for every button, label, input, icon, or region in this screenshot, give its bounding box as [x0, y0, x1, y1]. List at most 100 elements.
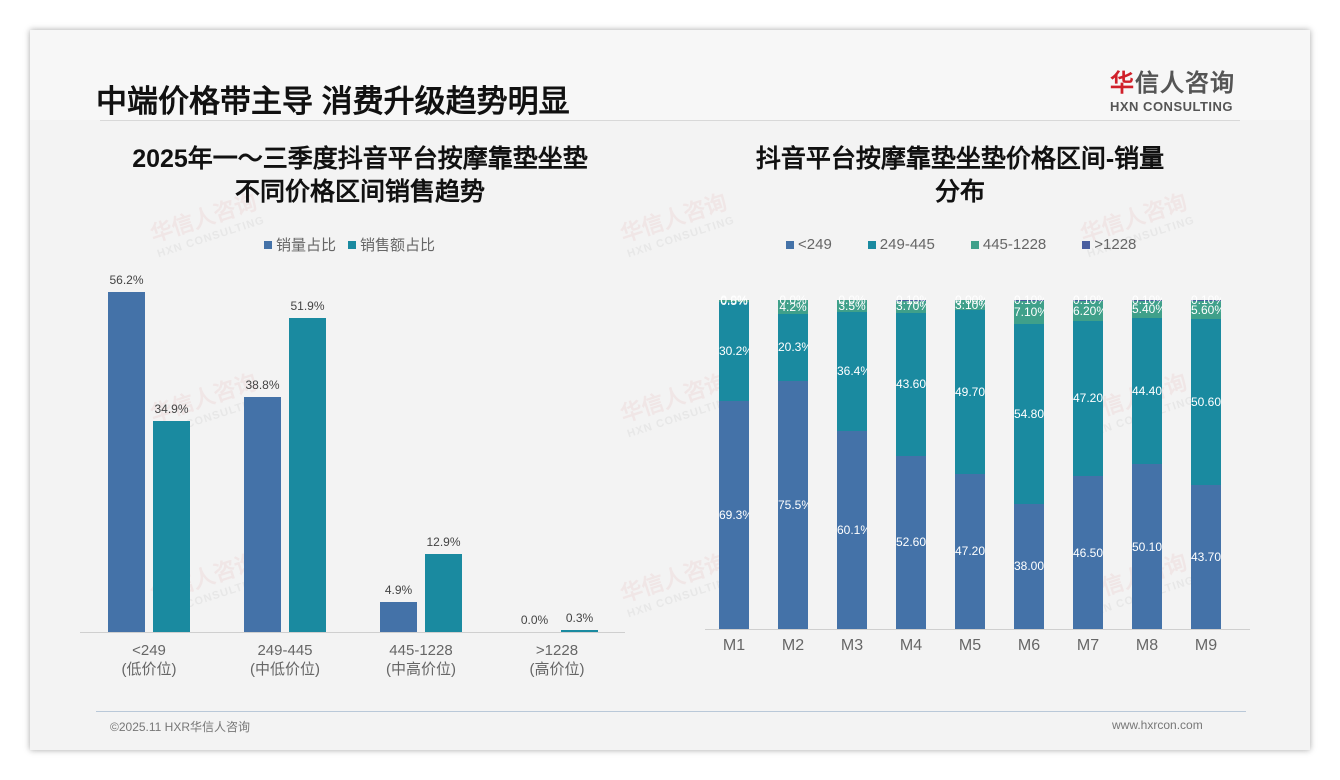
- bar-segment[interactable]: [1073, 476, 1103, 629]
- logo: 华信人咨询 HXN CONSULTING: [1110, 63, 1250, 114]
- x-axis-category: <249 (低价位): [79, 641, 219, 679]
- logo-cn-red: 华: [1110, 70, 1135, 97]
- bar[interactable]: [108, 291, 145, 632]
- segment-label: 75.5%: [778, 497, 808, 512]
- legend-label: <249: [798, 236, 832, 253]
- right-plot-area: 69.3%30.2%0.5%0.0%M175.5%20.3%4.2%0.0%M2…: [705, 293, 1250, 660]
- bar[interactable]: [561, 630, 598, 632]
- x-axis-month: M8: [1135, 637, 1159, 654]
- segment-label: 0.10%: [1132, 293, 1162, 308]
- stacked-bar[interactable]: 60.1% 36.4% 3.5%0.0%: [837, 293, 867, 629]
- legend-item-249-445[interactable]: 249-445: [867, 236, 935, 253]
- bar-segment[interactable]: [955, 300, 985, 311]
- legend-swatch: [264, 240, 272, 249]
- bar-segment[interactable]: [837, 311, 867, 432]
- data-label: 34.9%: [154, 401, 189, 416]
- header: [30, 30, 1310, 120]
- legend-label: 销量占比: [276, 237, 337, 254]
- segment-label: 44.40%: [1132, 384, 1162, 399]
- logo-cn-rest: 信人咨询: [1135, 70, 1235, 97]
- segment-label: 54.80%: [1014, 406, 1044, 421]
- bar-segment[interactable]: [896, 300, 926, 313]
- bar-segment[interactable]: [1073, 320, 1103, 476]
- segment-label: 60.1%: [837, 523, 867, 538]
- bar-segment[interactable]: [1014, 503, 1044, 629]
- segment-label: 38.00%: [1014, 559, 1044, 574]
- segment-label: 6.20%: [1073, 303, 1103, 318]
- bar-segment[interactable]: [1132, 318, 1162, 465]
- category-range: >1228: [535, 642, 579, 659]
- bar-segment[interactable]: [955, 310, 985, 474]
- data-label: 51.9%: [290, 299, 325, 313]
- bar-segment[interactable]: [778, 313, 808, 381]
- x-axis-month: M6: [1017, 637, 1041, 654]
- bar[interactable]: [244, 397, 281, 632]
- segment-label: 0.10%: [1191, 293, 1221, 308]
- bar-segment[interactable]: [778, 300, 808, 314]
- legend-swatch: [867, 240, 876, 249]
- legend-label: 销售额占比: [360, 237, 436, 254]
- legend-item-gt1228[interactable]: >1228: [1082, 236, 1136, 253]
- bar-segment[interactable]: [955, 473, 985, 629]
- bar-segment[interactable]: [1191, 485, 1221, 629]
- bar-segment[interactable]: [1191, 318, 1221, 486]
- left-chart-title-line2: 不同价格区间销售趋势: [234, 178, 485, 206]
- segment-label: 50.10%: [1132, 539, 1162, 554]
- stacked-bar[interactable]: 46.50% 47.20% 6.20%0.10%: [1073, 293, 1103, 629]
- legend-swatch: [348, 240, 357, 249]
- segment-label: 5.60%: [1191, 302, 1221, 317]
- legend-item-lt249[interactable]: <249: [786, 236, 832, 253]
- bar-segment[interactable]: [1191, 300, 1221, 319]
- bar[interactable]: [153, 420, 190, 632]
- legend-item-445-1228[interactable]: 445-1228: [970, 236, 1046, 253]
- stacked-bar[interactable]: 47.20% 49.70% 3.10%0.00%: [955, 293, 985, 629]
- stacked-bar[interactable]: 69.3% 30.2% 0.5%0.0%: [719, 293, 749, 629]
- bar-segment[interactable]: [1132, 300, 1162, 319]
- category-tier: (低价位): [121, 661, 177, 678]
- bar-segment[interactable]: [1014, 323, 1044, 504]
- bar-segment[interactable]: [1014, 300, 1044, 324]
- bar[interactable]: [380, 602, 417, 632]
- bar-segment[interactable]: [719, 300, 749, 302]
- stacked-bar[interactable]: 52.60% 43.60% 3.70%0.10%: [896, 293, 926, 629]
- bar-segment[interactable]: [837, 300, 867, 312]
- bar[interactable]: [425, 553, 462, 632]
- right-chart-title-line1: 抖音平台按摩靠垫坐垫价格区间-销量: [755, 145, 1165, 173]
- legend-item-volume[interactable]: 销量占比: [264, 234, 336, 255]
- x-axis-category: 249-445 (中低价位): [215, 641, 355, 679]
- right-chart-title-line2: 分布: [934, 178, 985, 206]
- legend-item-sales[interactable]: 销售额占比: [348, 234, 435, 255]
- bar-segment[interactable]: [719, 401, 749, 629]
- segment-label: 30.2%: [719, 344, 749, 359]
- bar-segment[interactable]: [896, 312, 926, 456]
- x-axis-category: 445-1228 (中高价位): [351, 641, 491, 679]
- category-range: 445-1228: [389, 642, 453, 659]
- bar-segment[interactable]: [778, 380, 808, 629]
- left-chart-title: 2025年一～三季度抖音平台按摩靠垫坐垫 不同价格区间销售趋势: [90, 143, 630, 209]
- bar[interactable]: [289, 318, 326, 632]
- x-axis-month: M5: [958, 637, 982, 654]
- legend-swatch: [1082, 240, 1091, 249]
- segment-label: 49.70%: [955, 384, 985, 399]
- stacked-bar[interactable]: 75.5% 20.3% 4.2%0.0%: [778, 293, 808, 629]
- bar-segment[interactable]: [837, 431, 867, 629]
- left-plot-area: 56.2% 34.9% <249 (低价位) 38.8% 51.9% 249-445 (中低价…: [80, 270, 625, 678]
- footer-copyright: ©2025.11 HXR华信人咨询: [110, 720, 250, 734]
- stacked-bar[interactable]: 43.70% 50.60% 5.60%0.10%: [1191, 293, 1221, 629]
- x-axis-month: M4: [899, 637, 923, 654]
- left-chart-title-line1: 2025年一～三季度抖音平台按摩靠垫坐垫: [132, 145, 588, 173]
- footer-website[interactable]: www.hxrcon.com: [1112, 718, 1203, 732]
- segment-label: 3.5%: [838, 298, 866, 313]
- segment-label: 0.10%: [1073, 293, 1103, 308]
- segment-label: 0.00%: [955, 293, 985, 307]
- bar-segment[interactable]: [719, 301, 749, 401]
- right-chart-title: 抖音平台按摩靠垫坐垫价格区间-销量 分布: [720, 143, 1200, 209]
- segment-label: 0.0%: [838, 293, 866, 307]
- bar-segment[interactable]: [896, 455, 926, 629]
- bar-segment[interactable]: [1132, 464, 1162, 629]
- page-title: 中端价格带主导 消费升级趋势明显: [96, 84, 570, 119]
- stacked-bar[interactable]: 50.10% 44.40% 5.40%0.10%: [1132, 293, 1162, 629]
- stacked-bar[interactable]: 38.00% 54.80% 7.10%0.10%: [1014, 293, 1044, 629]
- bar-segment[interactable]: [1073, 300, 1103, 321]
